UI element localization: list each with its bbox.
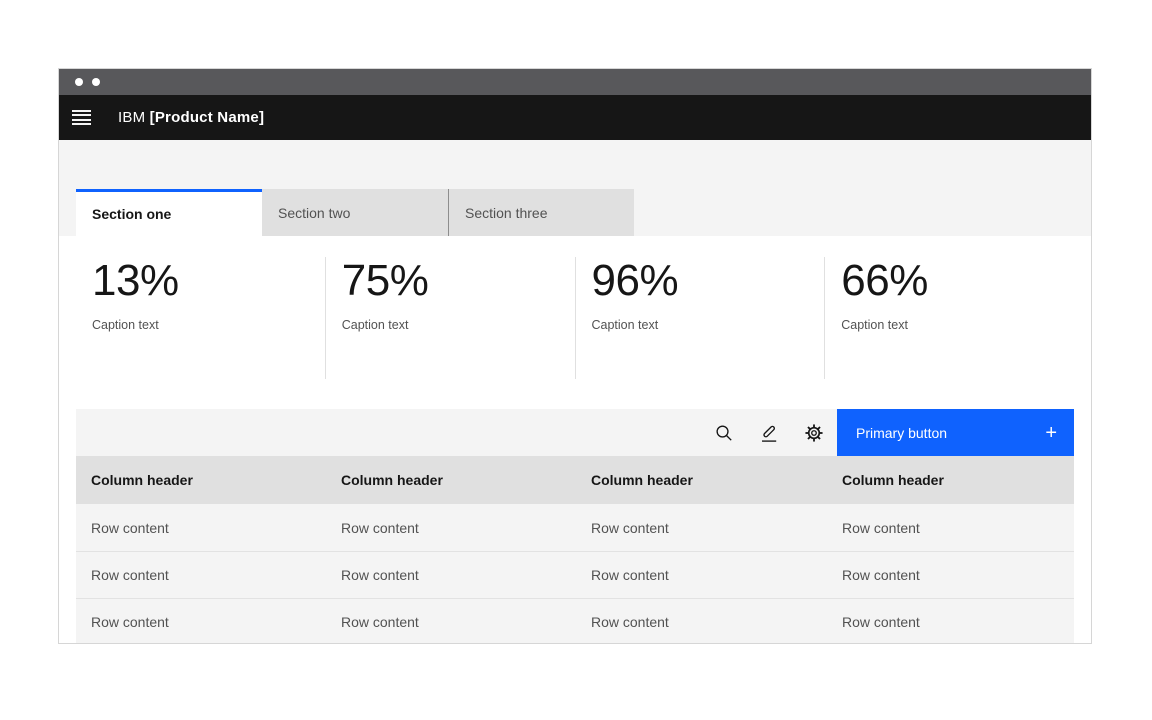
table-cell: Row content (842, 614, 920, 630)
stat-caption: Caption text (591, 318, 659, 333)
plus-icon: + (1045, 421, 1057, 444)
brand-prefix: IBM (118, 109, 146, 126)
stat-caption: Caption text (341, 318, 409, 333)
column-header[interactable]: Column header (842, 472, 944, 488)
table-cell: Row content (591, 519, 669, 536)
edit-icon[interactable] (746, 409, 791, 456)
tab-section-two[interactable]: Section two (262, 189, 448, 236)
primary-button-label: Primary button (856, 424, 948, 441)
column-header[interactable]: Column header (591, 472, 693, 488)
table-cell: Row content (91, 567, 169, 583)
stat-card: 66% Caption text (825, 236, 1074, 379)
primary-button[interactable]: Primary button + (837, 409, 1074, 456)
search-icon[interactable] (701, 409, 746, 456)
table-row[interactable]: Row content Row content Row content Row … (76, 551, 1074, 598)
table-toolbar: Primary button + (76, 409, 1074, 456)
table-cell: Row content (591, 567, 669, 583)
tab-label: Section one (92, 206, 172, 222)
window-dot[interactable] (75, 78, 83, 86)
stat-value: 13% (92, 256, 179, 305)
product-name: [Product Name] (149, 109, 265, 126)
table-cell: Row content (341, 614, 419, 630)
stat-divider (324, 257, 326, 379)
stat-card: 96% Caption text (576, 236, 825, 379)
tab-label: Section three (465, 204, 548, 221)
stat-value: 96% (591, 256, 679, 305)
section-spacer (76, 379, 1074, 409)
window-titlebar (59, 69, 1091, 95)
tab-section-three[interactable]: Section three (448, 189, 634, 236)
settings-icon[interactable] (791, 409, 836, 456)
stat-value: 66% (841, 256, 928, 305)
stat-card: 13% Caption text (76, 236, 325, 379)
product-title: IBM [Product Name] (118, 109, 264, 126)
stat-divider (824, 257, 826, 379)
stat-caption: Caption text (841, 318, 908, 333)
table-cell: Row content (591, 614, 669, 630)
table-cell: Row content (91, 519, 169, 536)
table-header-row: Column header Column header Column heade… (76, 456, 1074, 504)
column-header[interactable]: Column header (341, 472, 443, 488)
tab-label: Section two (278, 204, 351, 221)
data-table: Column header Column header Column heade… (76, 456, 1074, 643)
table-cell: Row content (341, 567, 419, 583)
stat-card: 75% Caption text (326, 236, 575, 379)
hamburger-menu-icon[interactable] (72, 110, 91, 125)
table-row[interactable]: Row content Row content Row content Row … (76, 598, 1074, 643)
stat-value: 75% (341, 256, 429, 305)
tab-section-one[interactable]: Section one (76, 189, 262, 236)
stat-divider (574, 257, 576, 379)
app-window: IBM [Product Name] Section one Section t… (58, 68, 1092, 644)
table-row[interactable]: Row content Row content Row content Row … (76, 504, 1074, 551)
column-header[interactable]: Column header (91, 472, 193, 488)
window-dot[interactable] (92, 78, 100, 86)
app-header: IBM [Product Name] (59, 95, 1091, 140)
table-cell: Row content (842, 567, 920, 583)
main-content: 13% Caption text 75% Caption text 96% Ca… (59, 236, 1091, 643)
tab-bar: Section one Section two Section three (59, 140, 1091, 236)
table-cell: Row content (341, 519, 419, 536)
table-cell: Row content (842, 519, 920, 536)
stat-caption: Caption text (92, 318, 159, 333)
stats-row: 13% Caption text 75% Caption text 96% Ca… (76, 236, 1074, 379)
table-cell: Row content (91, 614, 169, 630)
